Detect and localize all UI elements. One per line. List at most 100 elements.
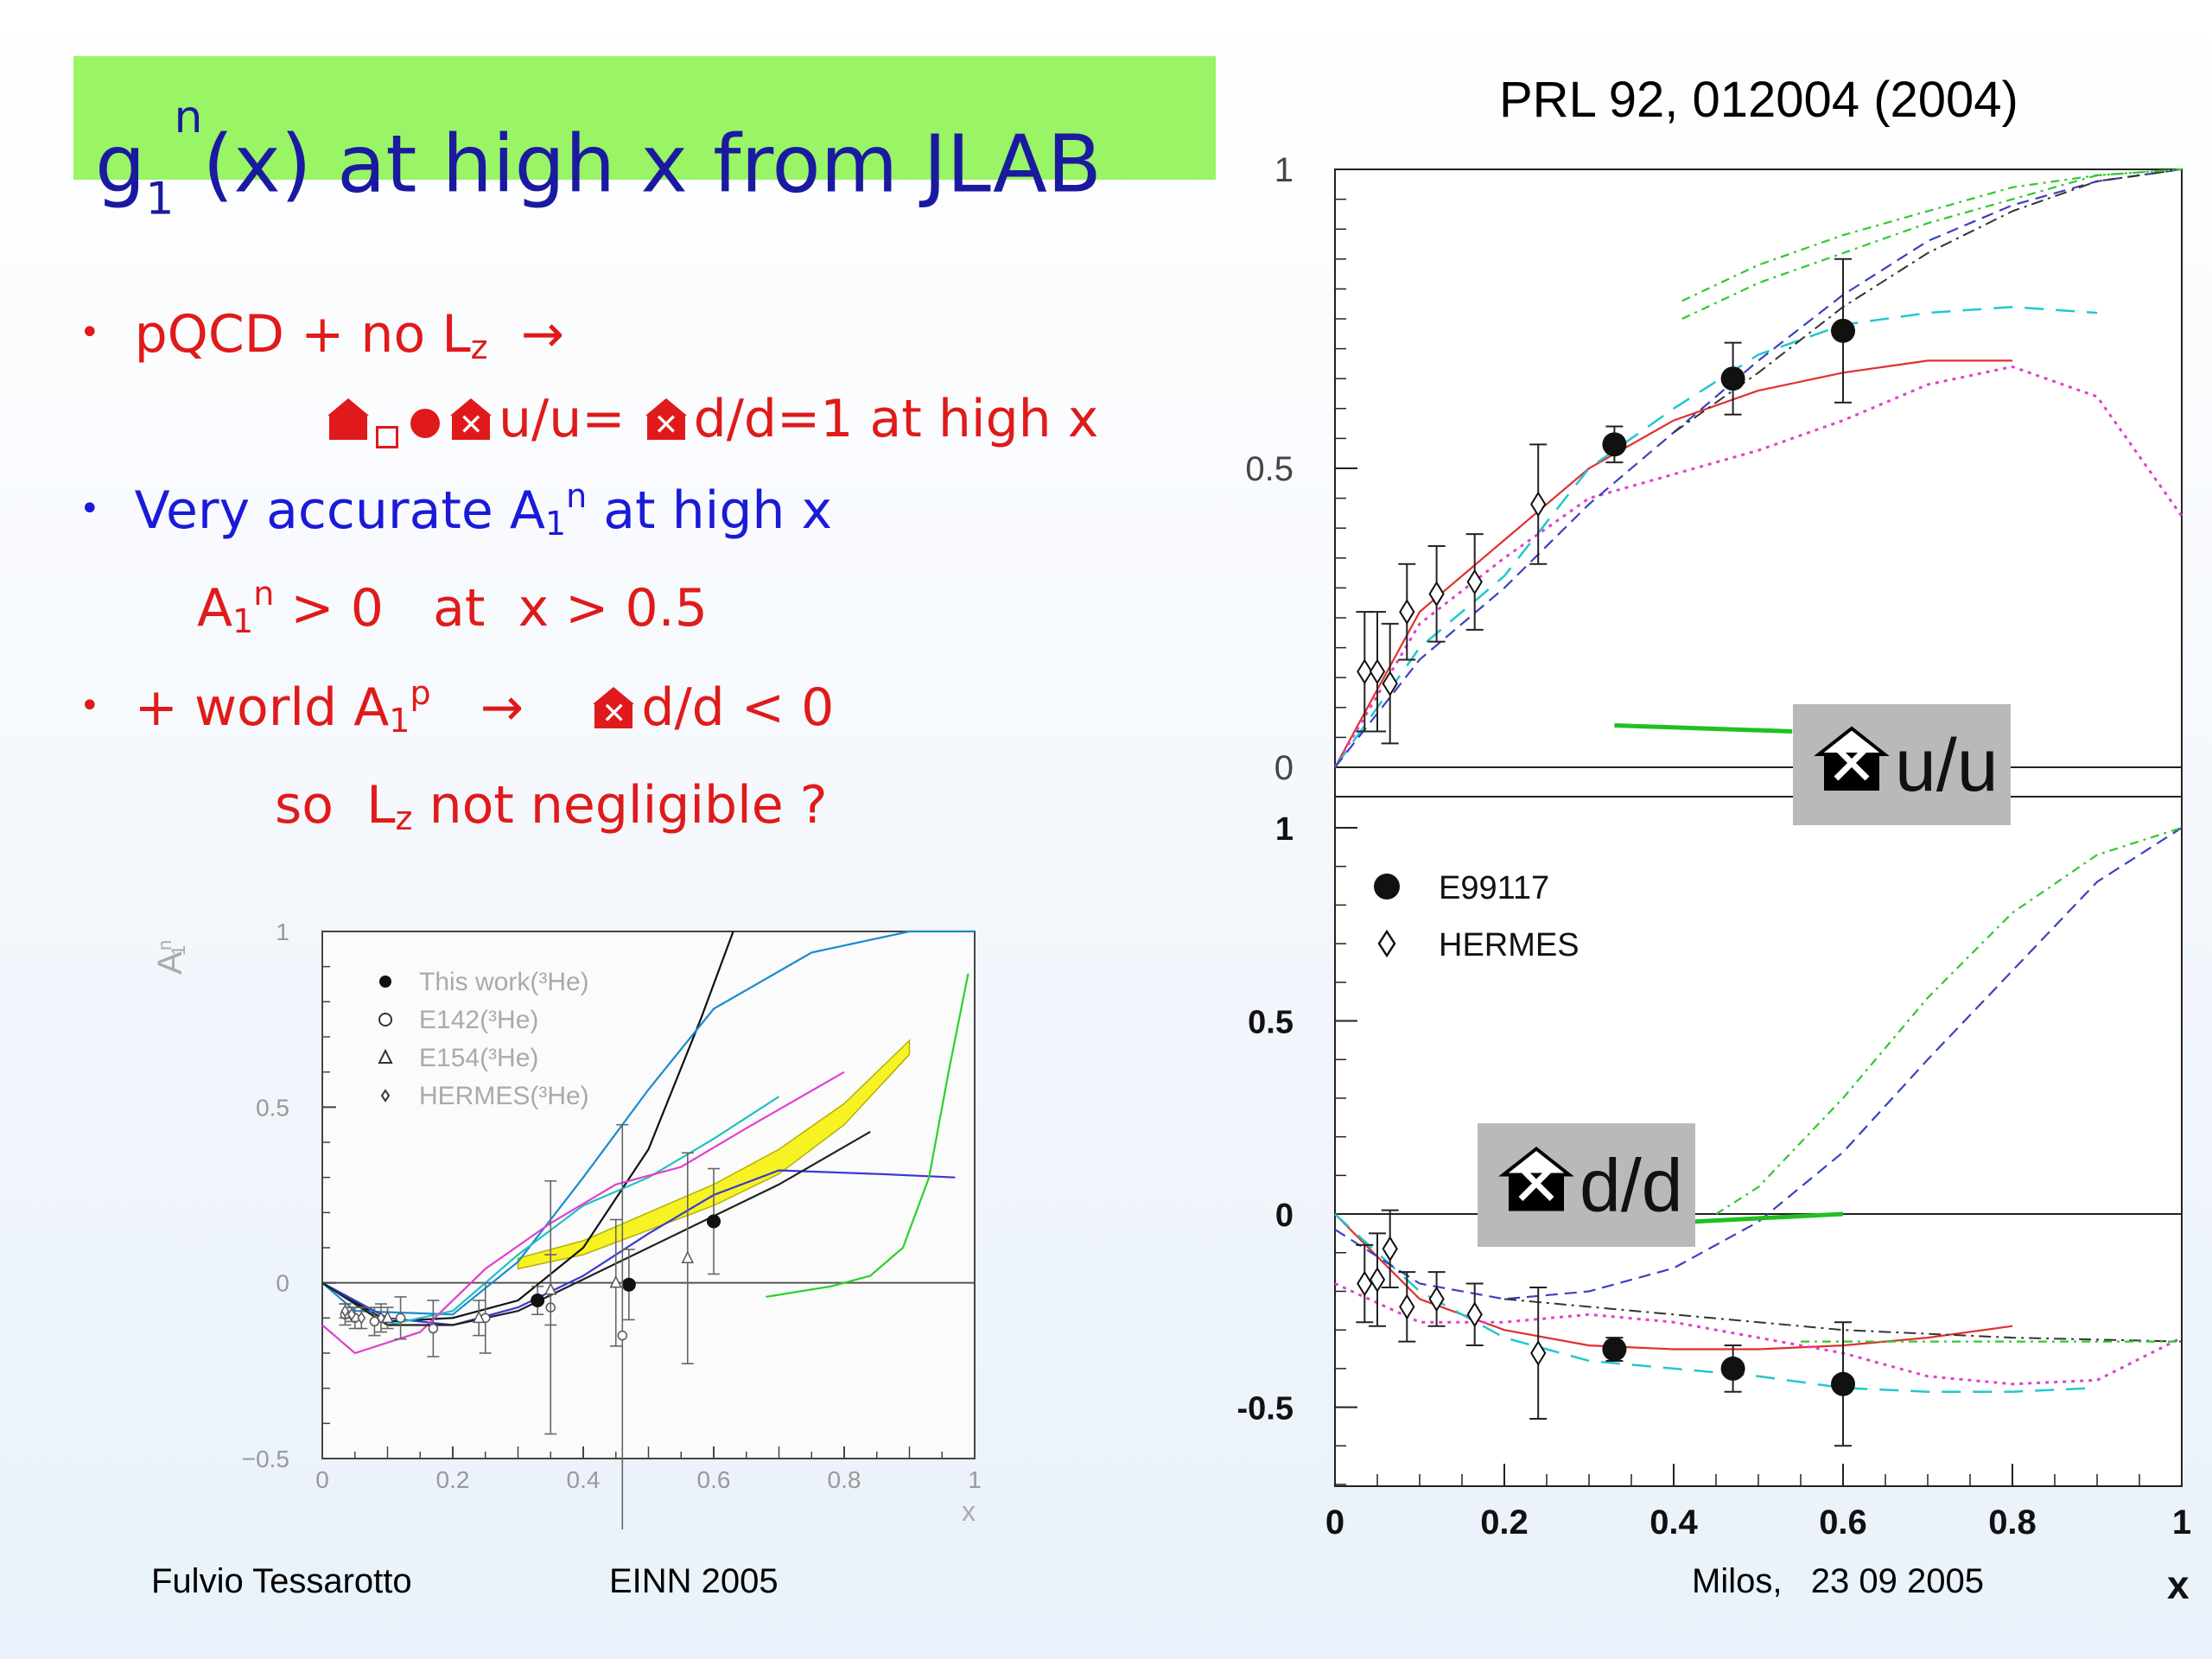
x-tick-label: 0 [315,1466,329,1493]
data-point-this-work [531,1294,545,1307]
upper-data-point-hermes [1369,658,1386,685]
bullet-1: • pQCD + no Lz → [79,304,564,366]
x-tick-label: 0 [1325,1503,1344,1541]
lower-y-tick-label: 1 [1275,811,1294,848]
bullet-1-sub: z [470,327,488,366]
data-point-e154 [609,1274,622,1288]
bullet-3-rest: d/d < 0 [641,677,835,739]
data-point-hermes [340,1304,350,1318]
legend-marker [380,1089,391,1103]
house-x-icon-cross [1834,745,1870,781]
x-tick-label: 0.8 [1988,1503,2037,1541]
legend-marker [379,976,391,988]
data-point-e142 [369,1316,380,1327]
upper-panel-label-text: u/u [1895,724,1999,807]
upper-data-point-hermes [1428,581,1445,607]
x-tick-label: 0.2 [436,1466,470,1493]
lower-model-curve [1334,1213,2098,1393]
data-point-e142 [395,1313,406,1324]
bullet-3-sub: 1 [389,702,410,741]
x-axis-label: x [2167,1562,2190,1607]
x-tick-label: 1 [2172,1503,2191,1541]
bullet-dot: • [79,686,100,726]
y-tick-label: −0.5 [242,1446,289,1472]
bullet-1-line-2-b: d/d=1 at high x [693,389,1099,449]
upper-data-point-hermes [1399,599,1415,625]
x-tick-label: 0.6 [1819,1503,1867,1541]
lower-y-tick-label: 0.5 [1248,1005,1294,1041]
upper-model-curve [1333,365,2183,768]
paper-reference: PRL 92, 012004 (2004) [1499,72,2018,128]
data-point-e154 [544,1282,557,1295]
bullet-2-line-2-rest: > 0 at x > 0.5 [274,578,708,639]
y-tick-label: 0.5 [256,1094,289,1121]
legend-label: E99117 [1439,870,1549,906]
bullet-2-text: Very accurate A [134,480,545,542]
data-point-hermes [347,1307,356,1321]
bullet-1-text: pQCD + no L [134,304,471,365]
data-point-this-work [621,1277,636,1292]
x-tick-label: 0.2 [1480,1503,1529,1541]
upper-green-pointer [1614,723,1793,734]
lower-data-point-e99117 [1602,1337,1627,1362]
lower-data-point-hermes [1382,1236,1398,1262]
bullet-2-line-2-sup: n [253,575,275,613]
upper-model-curve [1334,359,2012,768]
model-curve [321,930,975,1316]
upper-model-curve [1333,305,2098,768]
data-point-e142 [428,1323,439,1334]
slide-title-box: g1 n(x) at high x from JLAB [73,56,1216,225]
legend-label: HERMES [1439,927,1580,963]
bullet-3-text: + world A [134,677,390,739]
legend-label: E154(³He) [419,1044,538,1072]
upper-y-tick-label: 1 [1274,151,1294,189]
lower-panel-label-text: d/d [1580,1145,1683,1228]
x-axis-label: x [962,1496,976,1527]
bullet-2-rest: at high x [603,480,833,542]
lower-data-point-e99117 [1720,1356,1745,1381]
legend-label: This work(³He) [419,968,589,996]
lower-data-point-hermes [1369,1267,1386,1293]
y-axis-label-sub: 1 [168,945,189,956]
legend-marker [378,1048,393,1064]
lower-data-point-hermes [1428,1286,1445,1313]
upper-data-point-hermes [1382,671,1398,697]
upper-data-point-hermes [1466,569,1483,595]
bullet-dot: • [79,312,100,353]
bullet-2-line-2: A1n > 0 at x > 0.5 [197,575,708,640]
bullet-2-sup: n [566,477,588,515]
yellow-band [517,1039,911,1270]
title-main: g [95,118,146,211]
lower-y-tick-label: 0 [1275,1198,1294,1234]
legend-marker [378,1013,392,1027]
upper-data-point-hermes [1357,658,1373,685]
house-x-icon-cross [1518,1166,1554,1201]
bullet-1-line-2-a: u/u= [499,389,626,449]
upper-model-curve [1681,168,2183,320]
legend-label: HERMES(³He) [419,1082,589,1110]
footer-place-date: Milos, 23 09 2005 [1692,1562,1984,1600]
bullet-3-line-2-rest: not negligible ? [412,775,828,836]
lower-data-point-hermes [1399,1294,1415,1320]
upper-model-curve [1673,168,2183,434]
lower-data-point-e99117 [1831,1371,1855,1396]
title-sup: n [174,92,203,143]
bullet-2-sub: 1 [544,505,567,543]
legend-marker-e99117 [1374,874,1400,899]
bullet-1-line-2: ✕ u/u= ✕ d/d=1 at high x [324,389,1098,449]
title-sub: 1 [145,173,175,226]
x-tick-label: 0.4 [1649,1503,1698,1541]
bullet-3: • + world A1p → ✕ d/d < 0 [79,674,834,740]
bullet-3-line-2-a: so L [275,775,396,836]
upper-data-point-e99117 [1602,432,1627,457]
upper-panel-frame [1334,168,2183,798]
bullet-3-line-2-sub: z [395,798,413,837]
bullet-2: • Very accurate A1n at high x [79,477,832,543]
legend-label: E142(³He) [419,1006,538,1034]
lower-model-curve [1715,826,2183,1216]
ratio-chart: 0 0.5 1 -0.5 0 0.5 1 0 0.2 0.4 0.6 0.8 1 x E99117 HERM… [1237,151,2192,1607]
bullet-3-sup: p [410,674,431,712]
house-x-icon: ✕ [447,398,497,442]
bullet-3-line-2: so Lz not negligible ? [275,775,828,837]
